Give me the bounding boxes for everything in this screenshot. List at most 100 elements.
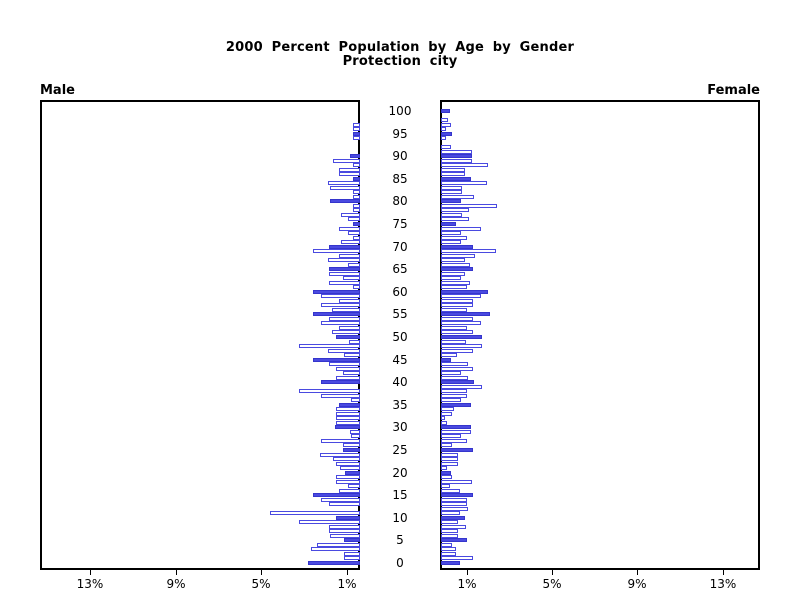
pyramid-bar-male-age-86 [339,172,360,177]
pyramid-bar-male-age-23 [333,457,360,462]
pyramid-bar-female-age-84 [441,181,487,186]
age-tick-label-0: 0 [396,556,404,570]
pyramid-bar-male-age-64 [329,271,360,276]
pyramid-bar-female-age-63 [441,276,461,281]
pyramid-bar-female-age-98 [441,118,448,123]
pyramid-bar-male-age-56 [332,307,360,312]
pyramid-bar-female-age-39 [441,384,482,389]
age-tick-label-30: 30 [392,420,408,435]
pyramid-bar-female-age-11 [441,511,460,516]
pyramid-bar-male-age-32 [336,416,360,421]
pyramid-bar-female-age-83 [441,185,462,190]
pyramid-bar-female-age-42 [441,371,461,376]
pyramid-bar-male-age-13 [329,502,360,507]
pyramid-bar-female-age-35 [441,402,471,407]
pyramid-bar-male-age-50 [336,335,360,339]
pyramid-bar-female-age-80 [441,199,461,204]
pyramid-bar-male-age-5 [344,538,360,543]
pyramid-bar-female-age-92 [441,145,451,150]
pyramid-bar-male-age-43 [336,366,360,371]
x-axis-tick-male-1 [347,570,348,575]
x-axis-tick-male-9 [176,570,177,575]
pyramid-bar-male-age-8 [329,524,360,529]
pyramid-bar-male-age-15 [313,493,360,498]
pyramid-bar-female-age-46 [441,353,457,358]
pyramid-bar-female-age-81 [441,194,474,199]
pyramid-bar-female-age-21 [441,466,447,471]
pyramid-bar-male-age-29 [350,429,360,434]
pyramid-bar-male-age-84 [328,181,360,186]
age-tick-label-35: 35 [392,397,408,412]
pyramid-bar-male-age-10 [336,515,360,520]
pyramid-bar-male-age-26 [343,443,360,448]
pyramid-bar-male-age-9 [299,520,360,525]
pyramid-bar-male-age-79 [353,203,360,208]
pyramid-bar-male-age-73 [348,231,360,236]
x-axis-tick-female-5 [552,570,553,575]
pyramid-bar-female-age-69 [441,249,496,254]
x-axis-label-female-13: 13% [709,577,737,591]
pyramid-bar-female-age-22 [441,461,458,466]
pyramid-bar-male-age-35 [339,402,360,407]
pyramid-bar-female-age-57 [441,303,473,308]
pyramid-bar-female-age-65 [441,267,473,272]
x-axis-label-male-1: 1% [337,577,357,591]
pyramid-bar-male-age-47 [328,348,360,353]
pyramid-bar-female-age-79 [441,203,497,208]
pyramid-bar-male-age-54 [329,316,360,321]
age-tick-label-55: 55 [392,307,408,322]
pyramid-bar-male-age-67 [328,258,360,263]
x-axis-tick-male-13 [90,570,91,575]
pyramid-bar-female-age-8 [441,524,466,529]
age-tick-label-15: 15 [392,488,408,503]
male-chart-frame [40,100,360,570]
pyramid-bar-female-age-30 [441,425,471,430]
x-axis-label-female-1: 1% [457,577,477,591]
pyramid-bar-male-age-48 [299,344,360,349]
pyramid-bar-female-age-18 [441,479,472,484]
chart-title: 2000 Percent Population by Age by Gender… [0,41,800,69]
pyramid-bar-male-age-37 [321,393,360,398]
pyramid-bar-female-age-97 [441,122,451,127]
pyramid-bar-male-age-69 [313,249,360,254]
pyramid-bar-male-age-81 [353,194,360,199]
pyramid-bar-male-age-7 [329,529,360,534]
pyramid-bar-female-age-29 [441,429,471,434]
pyramid-bar-female-age-6 [441,533,458,538]
pyramid-bar-male-age-70 [329,244,360,249]
pyramid-bar-male-age-2 [344,551,360,556]
pyramid-bar-female-age-76 [441,217,469,222]
age-tick-label-20: 20 [392,465,408,480]
pyramid-bar-female-age-71 [441,240,461,245]
pyramid-bar-female-age-16 [441,488,460,493]
pyramid-bar-female-age-3 [441,547,456,552]
pyramid-bar-male-age-21 [340,466,360,471]
pyramid-bar-female-age-34 [441,407,454,412]
pyramid-bar-female-age-33 [441,411,452,416]
pyramid-bar-female-age-38 [441,389,467,394]
age-tick-label-95: 95 [392,126,408,141]
pyramid-bar-female-age-82 [441,190,462,195]
pyramid-bar-female-age-49 [441,339,466,344]
pyramid-bar-female-age-64 [441,271,465,276]
x-axis-label-male-5: 5% [251,577,271,591]
male-panel-header: Male [40,83,75,98]
pyramid-bar-female-age-15 [441,493,473,498]
pyramid-bar-male-age-80 [330,199,360,204]
age-tick-label-5: 5 [396,533,404,548]
pyramid-bar-male-age-59 [321,294,360,299]
pyramid-bar-male-age-33 [336,411,360,416]
pyramid-bar-female-age-68 [441,253,475,258]
pyramid-bar-male-age-16 [339,488,360,493]
pyramid-bar-female-age-72 [441,235,467,240]
pyramid-bar-male-age-75 [353,222,360,226]
pyramid-bar-female-age-27 [441,438,467,443]
pyramid-bar-female-age-36 [441,398,461,403]
age-tick-label-45: 45 [392,352,408,367]
x-axis-tick-female-13 [723,570,724,575]
x-axis-tick-female-9 [637,570,638,575]
pyramid-bar-female-age-88 [441,163,488,168]
pyramid-bar-male-age-78 [353,208,360,213]
pyramid-bar-female-age-19 [441,475,452,480]
pyramid-bar-male-age-82 [353,190,360,195]
